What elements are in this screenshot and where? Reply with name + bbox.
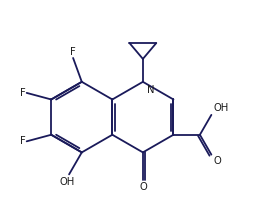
Text: N: N [147,85,155,95]
Text: OH: OH [213,103,228,114]
Text: O: O [139,182,147,192]
Text: OH: OH [60,177,75,186]
Text: O: O [213,156,221,166]
Text: F: F [70,47,76,57]
Text: F: F [19,136,25,146]
Text: F: F [19,88,25,98]
